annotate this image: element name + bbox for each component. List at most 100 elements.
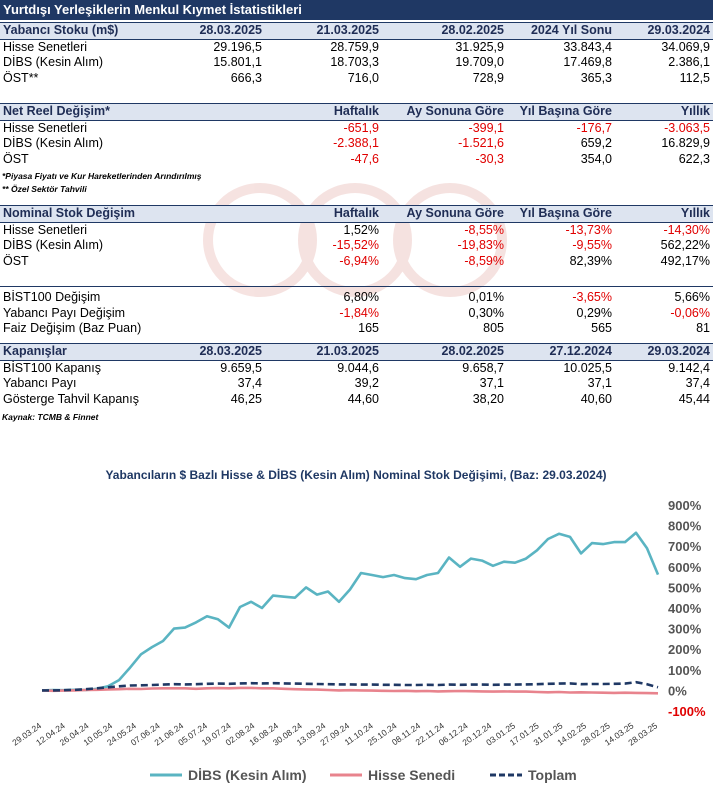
row-label: Hisse Senetleri <box>3 222 88 237</box>
cell: 37,1 <box>479 376 504 390</box>
cell: 666,3 <box>230 70 262 85</box>
cell: 728,9 <box>472 70 504 85</box>
chart-title: Yabancıların $ Bazlı Hisse & DİBS (Kesin… <box>105 467 606 482</box>
bist-change-table: BİST100 Değişim 6,80% 0,01% -3,65% 5,66%… <box>0 290 713 337</box>
table-header-cell: 2024 Yıl Sonu <box>507 22 615 39</box>
cell: -1,84% <box>339 305 379 320</box>
cell: 622,3 <box>678 151 710 166</box>
cell: 37,4 <box>237 376 262 390</box>
cell: 44,60 <box>347 391 379 406</box>
row-label: Yabancı Payı <box>3 376 77 390</box>
cell: 15.801,1 <box>213 55 262 69</box>
cell: -176,7 <box>576 120 612 135</box>
cell: 31.925,9 <box>455 39 504 54</box>
line-chart: Yabancıların $ Bazlı Hisse & DİBS (Kesin… <box>10 467 706 783</box>
table-row: Gösterge Tahvil Kapanış 46,25 44,60 38,2… <box>0 392 713 408</box>
cell: 34.069,9 <box>661 39 710 54</box>
legend-label: Toplam <box>528 767 577 783</box>
cell: 365,3 <box>580 70 612 85</box>
table-header-cell: 29.03.2024 <box>615 343 713 360</box>
table-row: ÖST -6,94% -8,59% 82,39% 492,17% <box>0 254 713 270</box>
page-title: Yurtdışı Yerleşiklerin Menkul Kıymet İst… <box>0 0 713 20</box>
y-tick-label: 700% <box>668 539 702 554</box>
cell: -651,9 <box>343 120 379 135</box>
closing-table: Kapanışlar 28.03.2025 21.03.2025 28.02.2… <box>0 343 713 407</box>
table-header: Nominal Stok Değişim Haftalık Ay Sonuna … <box>0 205 713 222</box>
y-tick-label: 300% <box>668 622 702 637</box>
table-header: Kapanışlar 28.03.2025 21.03.2025 28.02.2… <box>0 343 713 360</box>
table-header-cell: Haftalık <box>265 103 382 120</box>
table-row: BİST100 Değişim 6,80% 0,01% -3,65% 5,66% <box>0 290 713 306</box>
table-row: Hisse Senetleri 29.196,5 28.759,9 31.925… <box>0 39 713 55</box>
cell: 805 <box>483 321 504 335</box>
cell: 18.703,3 <box>330 55 379 69</box>
y-tick-label: 100% <box>668 663 702 678</box>
table-header-cell: Ay Sonuna Göre <box>382 103 507 120</box>
cell: 659,2 <box>580 136 612 150</box>
cell: -0,06% <box>670 305 710 320</box>
row-label: Hisse Senetleri <box>3 120 88 135</box>
cell: 0,29% <box>576 305 612 320</box>
cell: -1.521,6 <box>458 136 504 150</box>
table-header-cell: Yıl Başına Göre <box>507 103 615 120</box>
cell: 0,01% <box>468 290 504 304</box>
table-row: ÖST -47,6 -30,3 354,0 622,3 <box>0 152 713 168</box>
y-tick-label: 500% <box>668 580 702 595</box>
footnote: *Piyasa Fiyatı ve Kur Hareketlerinden Ar… <box>2 171 202 181</box>
nominal-table: Nominal Stok Değişim Haftalık Ay Sonuna … <box>0 205 713 269</box>
cell: 81 <box>696 321 710 335</box>
row-label: ÖST <box>3 253 29 268</box>
series-line <box>41 686 659 695</box>
table-header-cell: Yıllık <box>615 205 713 222</box>
row-label: ÖST <box>3 151 29 166</box>
cell: 565 <box>591 321 612 335</box>
table-header-cell: Kapanışlar <box>0 343 190 360</box>
table-header-cell: Yabancı Stoku (m$) <box>0 22 190 39</box>
row-label: DİBS (Kesin Alım) <box>3 136 104 150</box>
table-header: Net Reel Değişim* Haftalık Ay Sonuna Gör… <box>0 103 713 120</box>
cell: 9.658,7 <box>462 360 504 375</box>
cell: -30,3 <box>475 151 505 166</box>
table-row: ÖST** 666,3 716,0 728,9 365,3 112,5 <box>0 71 713 87</box>
cell: -9,55% <box>572 238 612 252</box>
cell: 9.142,4 <box>668 360 710 375</box>
table-header-cell: 27.12.2024 <box>507 343 615 360</box>
table-header-cell: 21.03.2025 <box>265 22 382 39</box>
table-row: Yabancı Payı Değişim -1,84% 0,30% 0,29% … <box>0 306 713 322</box>
row-label: DİBS (Kesin Alım) <box>3 55 104 69</box>
cell: 354,0 <box>580 151 612 166</box>
cell: 28.759,9 <box>330 39 379 54</box>
cell: 17.469,8 <box>563 55 612 69</box>
table-row: BİST100 Kapanış 9.659,5 9.044,6 9.658,7 … <box>0 360 713 376</box>
row-label: Yabancı Payı Değişim <box>3 305 126 320</box>
cell: -8,59% <box>464 253 504 268</box>
table-row: DİBS (Kesin Alım) -2.388,1 -1.521,6 659,… <box>0 136 713 152</box>
y-tick-label: 800% <box>668 519 702 534</box>
cell: 82,39% <box>569 253 612 268</box>
table-row: DİBS (Kesin Alım) -15,52% -19,83% -9,55%… <box>0 238 713 254</box>
cell: -19,83% <box>457 238 504 252</box>
table-row: Yabancı Payı 37,4 39,2 37,1 37,1 37,4 <box>0 376 713 392</box>
table-header-cell: Yıl Başına Göre <box>507 205 615 222</box>
stock-table: Yabancı Stoku (m$) 28.03.2025 21.03.2025… <box>0 22 713 86</box>
cell: 492,17% <box>660 253 710 268</box>
table-header-cell: 29.03.2024 <box>615 22 713 39</box>
cell: -13,73% <box>565 222 612 237</box>
cell: 1,52% <box>343 222 379 237</box>
cell: 39,2 <box>354 376 379 390</box>
cell: 16.829,9 <box>661 136 710 150</box>
cell: -3,65% <box>572 290 612 304</box>
cell: -6,94% <box>339 253 379 268</box>
cell: 9.659,5 <box>220 360 262 375</box>
table-header-cell: 28.03.2025 <box>190 343 265 360</box>
cell: 9.044,6 <box>337 360 379 375</box>
cell: 45,44 <box>678 391 710 406</box>
cell: 165 <box>358 321 379 335</box>
table-row: Hisse Senetleri -651,9 -399,1 -176,7 -3.… <box>0 120 713 136</box>
cell: -8,55% <box>464 222 504 237</box>
table-header-cell: 28.02.2025 <box>382 22 507 39</box>
row-label: Hisse Senetleri <box>3 39 88 54</box>
cell: 29.196,5 <box>213 39 262 54</box>
cell: -3.063,5 <box>664 120 710 135</box>
y-tick-label: 200% <box>668 642 702 657</box>
